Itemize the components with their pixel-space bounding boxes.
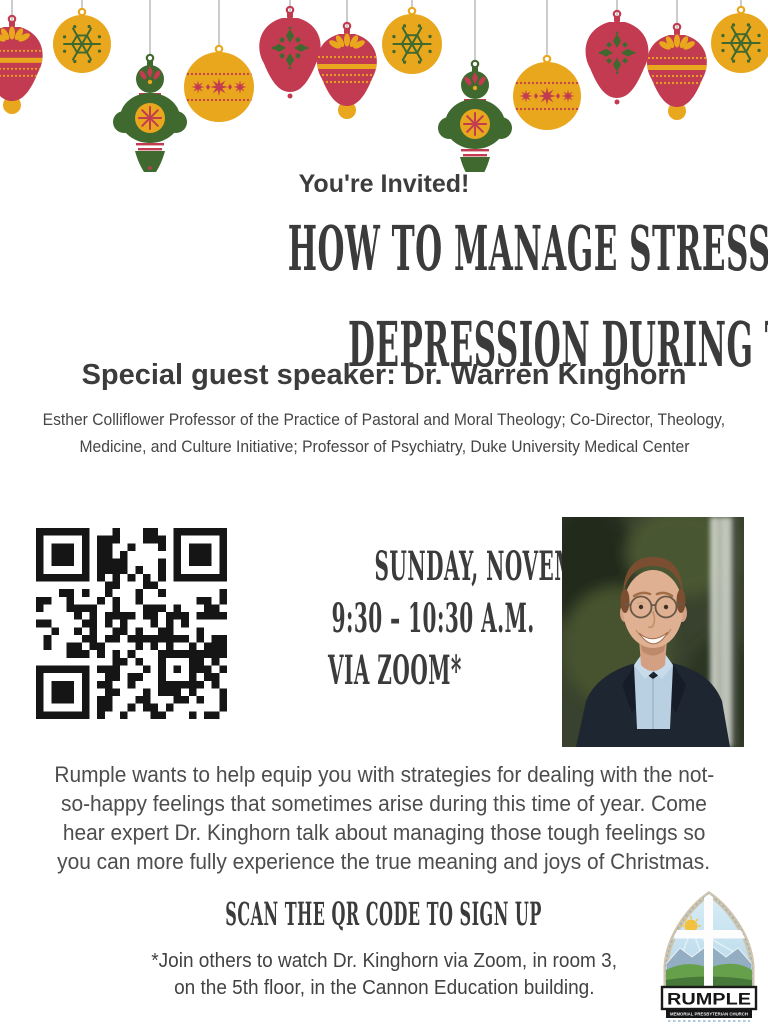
speaker-photo <box>562 517 744 747</box>
credentials-line2: Medicine, and Culture Initiative; Profes… <box>79 437 689 456</box>
speaker-credentials: Esther Colliflower Professor of the Prac… <box>0 406 768 460</box>
event-time: 9:30 – 10:30 A.M. <box>331 595 535 642</box>
rumple-church-logo: RUMPLE MEMORIAL PRESBYTERIAN CHURCH <box>660 890 758 1022</box>
event-location: VIA ZOOM* <box>328 647 462 694</box>
footnote-line2: on the 5th floor, in the Cannon Educatio… <box>173 977 595 999</box>
guest-speaker-line: Special guest speaker: Dr. Warren Kingho… <box>81 359 687 391</box>
footnote-line1: *Join others to watch Dr. Kinghorn via Z… <box>151 950 617 972</box>
body-paragraph: Rumple wants to help equip you with stra… <box>54 762 714 874</box>
rumple-logo-text: RUMPLE <box>667 990 751 1009</box>
event-title-line1: HOW TO MANAGE STRESS AND <box>287 212 768 285</box>
footnote: *Join others to watch Dr. Kinghorn via Z… <box>0 948 768 1002</box>
event-title-line2: DEPRESSION DURING THE HOLIDAYS <box>348 308 768 381</box>
credentials-line1: Esther Colliflower Professor of the Prac… <box>42 410 726 429</box>
christmas-ornaments-banner <box>0 0 768 172</box>
invited-text: You're Invited! <box>298 170 470 198</box>
scan-qr-heading: SCAN THE QR CODE TO SIGN UP <box>225 895 543 933</box>
qr-code <box>36 528 227 719</box>
rumple-logo-tagline: MEMORIAL PRESBYTERIAN CHURCH <box>670 1012 749 1017</box>
event-datetime: SUNDAY, NOVEMBER 16 9:30 – 10:30 A.M. VI… <box>230 541 663 697</box>
